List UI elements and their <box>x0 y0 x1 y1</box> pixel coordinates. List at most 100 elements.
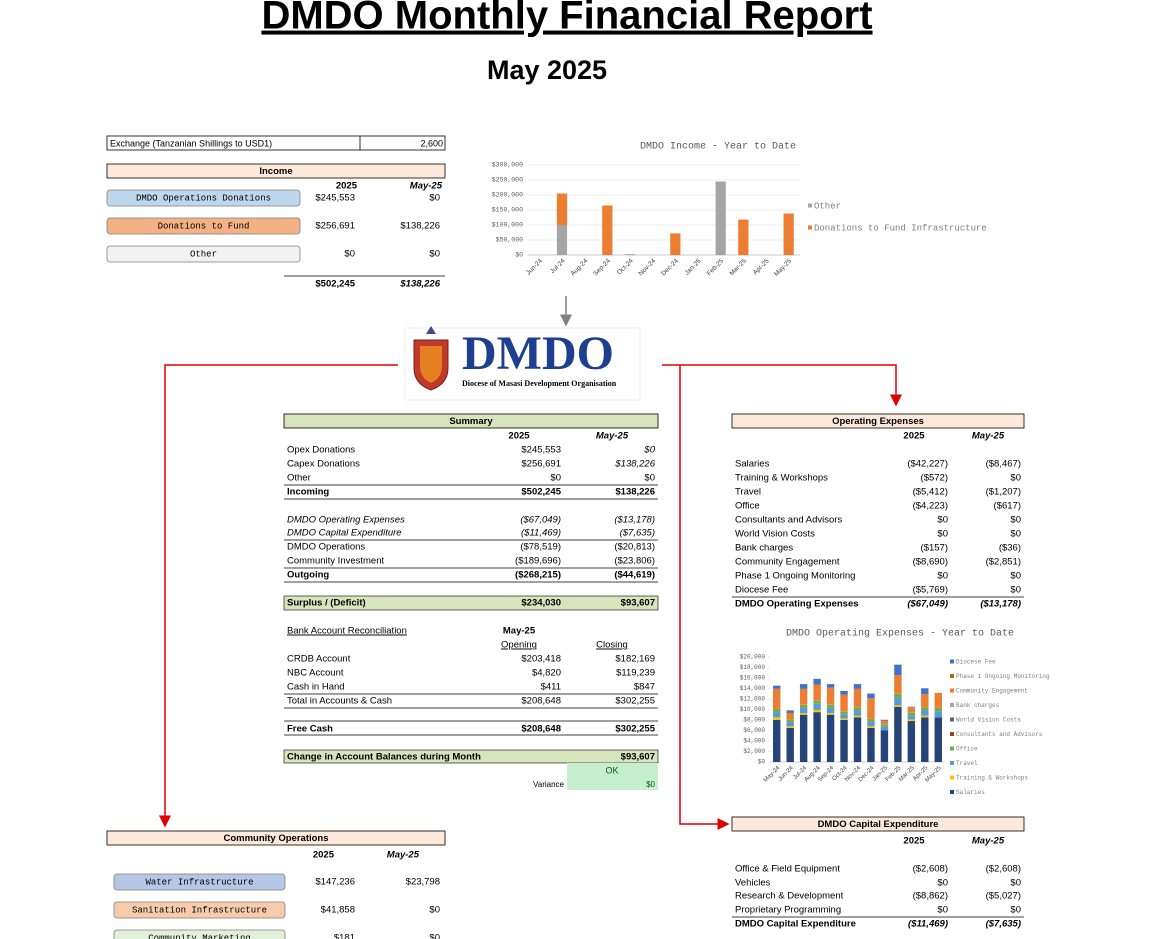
button-label: DMDO Operations Donations <box>136 193 271 203</box>
legend-swatch <box>808 225 812 230</box>
bar-segment <box>907 719 916 722</box>
row-label: Community Investment <box>287 556 385 567</box>
check-label: Variance <box>533 780 565 789</box>
x-tick-label: Mar-25 <box>728 257 748 277</box>
value-cell: $147,236 <box>315 877 355 888</box>
row-label: Opex Donations <box>287 445 355 456</box>
legend-label: Community Engagement <box>956 688 1028 695</box>
bar-segment <box>921 710 929 716</box>
value-cell: $0 <box>937 515 948 526</box>
row-label: Other <box>287 473 311 484</box>
bar-segment <box>840 718 848 720</box>
bar-segment <box>880 726 889 731</box>
bar-segment <box>799 688 808 705</box>
bar-segment <box>556 225 568 255</box>
bar-segment <box>934 717 942 762</box>
row-label: NBC Account <box>287 668 344 679</box>
row-label: Community Engagement <box>735 557 840 568</box>
total-value: ($11,469) <box>908 919 948 930</box>
bar-segment <box>934 692 942 708</box>
bar-segment <box>826 684 835 688</box>
check-status: OK <box>605 765 618 775</box>
column-header: May-25 <box>972 836 1005 847</box>
bar-segment <box>826 713 835 715</box>
value-cell: $0 <box>1010 473 1021 484</box>
row-label: Office <box>735 501 760 512</box>
value-cell: $119,239 <box>616 668 655 679</box>
value-cell: $0 <box>1010 878 1021 889</box>
value-cell: $256,691 <box>521 459 561 470</box>
value-cell: $138,226 <box>615 487 655 498</box>
bar-segment <box>840 694 848 712</box>
value-cell: $182,169 <box>615 654 655 665</box>
value-cell: $847 <box>634 682 655 693</box>
total-label: DMDO Operating Expenses <box>735 599 859 610</box>
bar-segment <box>670 233 681 255</box>
bar-segment <box>894 675 902 694</box>
bar-segment <box>867 718 875 722</box>
section-title: Community Operations <box>223 833 328 844</box>
value-cell: $256,691 <box>315 221 355 232</box>
logo-tagline: Diocese of Masasi Development Organisati… <box>462 379 617 388</box>
value-cell: $0 <box>429 905 440 916</box>
y-tick-label: $150,000 <box>492 207 523 214</box>
bar-segment <box>786 727 794 762</box>
value-cell: $93,607 <box>621 752 655 763</box>
value-cell: ($1,207) <box>986 487 1021 498</box>
flow-arrow <box>679 365 730 830</box>
row-label: DMDO Operating Expenses <box>287 515 405 526</box>
row-label: Proprietary Programming <box>735 905 841 916</box>
legend-swatch <box>950 775 954 780</box>
button-label: Sanitation Infrastructure <box>132 905 267 915</box>
value-cell: $0 <box>1010 905 1021 916</box>
button-label: Community Marketing <box>148 933 251 939</box>
value-cell: $0 <box>344 249 355 260</box>
bar-segment <box>786 719 794 723</box>
value-cell: $0 <box>1010 571 1021 582</box>
value-cell: $0 <box>937 905 948 916</box>
bar-segment <box>894 664 902 676</box>
column-header: Closing <box>596 640 628 651</box>
x-tick-label: Apr-25 <box>752 257 771 276</box>
bar-segment <box>773 712 781 718</box>
bar-segment <box>799 704 808 708</box>
value-cell: ($5,027) <box>986 891 1021 902</box>
value-cell: $138,226 <box>614 459 655 470</box>
row-label: Diocese Fee <box>735 585 788 596</box>
bar-segment <box>853 688 862 708</box>
column-header: May-25 <box>596 431 629 442</box>
legend-swatch <box>950 732 954 736</box>
value-cell: ($2,608) <box>986 864 1021 875</box>
column-header: 2025 <box>508 431 530 442</box>
exchange-label: Exchange (Tanzanian Shillings to USD1) <box>110 138 272 148</box>
bar-segment <box>840 690 848 695</box>
value-cell: ($2,608) <box>913 864 948 875</box>
value-cell: $0 <box>644 473 655 484</box>
y-tick-label: $18,000 <box>740 664 766 671</box>
button-label: Other <box>190 249 217 259</box>
value-cell: $181 <box>334 933 355 939</box>
section-title: Summary <box>449 416 493 427</box>
value-cell: ($268,215) <box>515 570 561 581</box>
value-cell: $0 <box>429 193 440 204</box>
column-header: May-25 <box>387 850 420 861</box>
row-label: CRDB Account <box>287 654 351 665</box>
value-cell: $0 <box>937 878 948 889</box>
x-tick-label: Dec-24 <box>660 257 680 277</box>
value-cell: ($20,813) <box>614 542 655 553</box>
y-tick-label: $16,000 <box>740 675 766 682</box>
row-label: Salaries <box>735 459 770 470</box>
y-tick-label: $2,000 <box>743 748 765 755</box>
bar-segment <box>894 705 902 707</box>
bar-segment <box>738 219 749 255</box>
bar-segment <box>624 254 636 255</box>
bar-segment <box>715 181 726 255</box>
bar-segment <box>799 684 808 689</box>
bar-segment <box>813 684 821 701</box>
row-label: DMDO Capital Expenditure <box>287 528 402 539</box>
value-cell: $0 <box>1010 585 1021 596</box>
value-cell: ($78,519) <box>520 542 561 553</box>
value-cell: ($44,619) <box>614 570 655 581</box>
y-tick-label: $14,000 <box>740 685 766 692</box>
